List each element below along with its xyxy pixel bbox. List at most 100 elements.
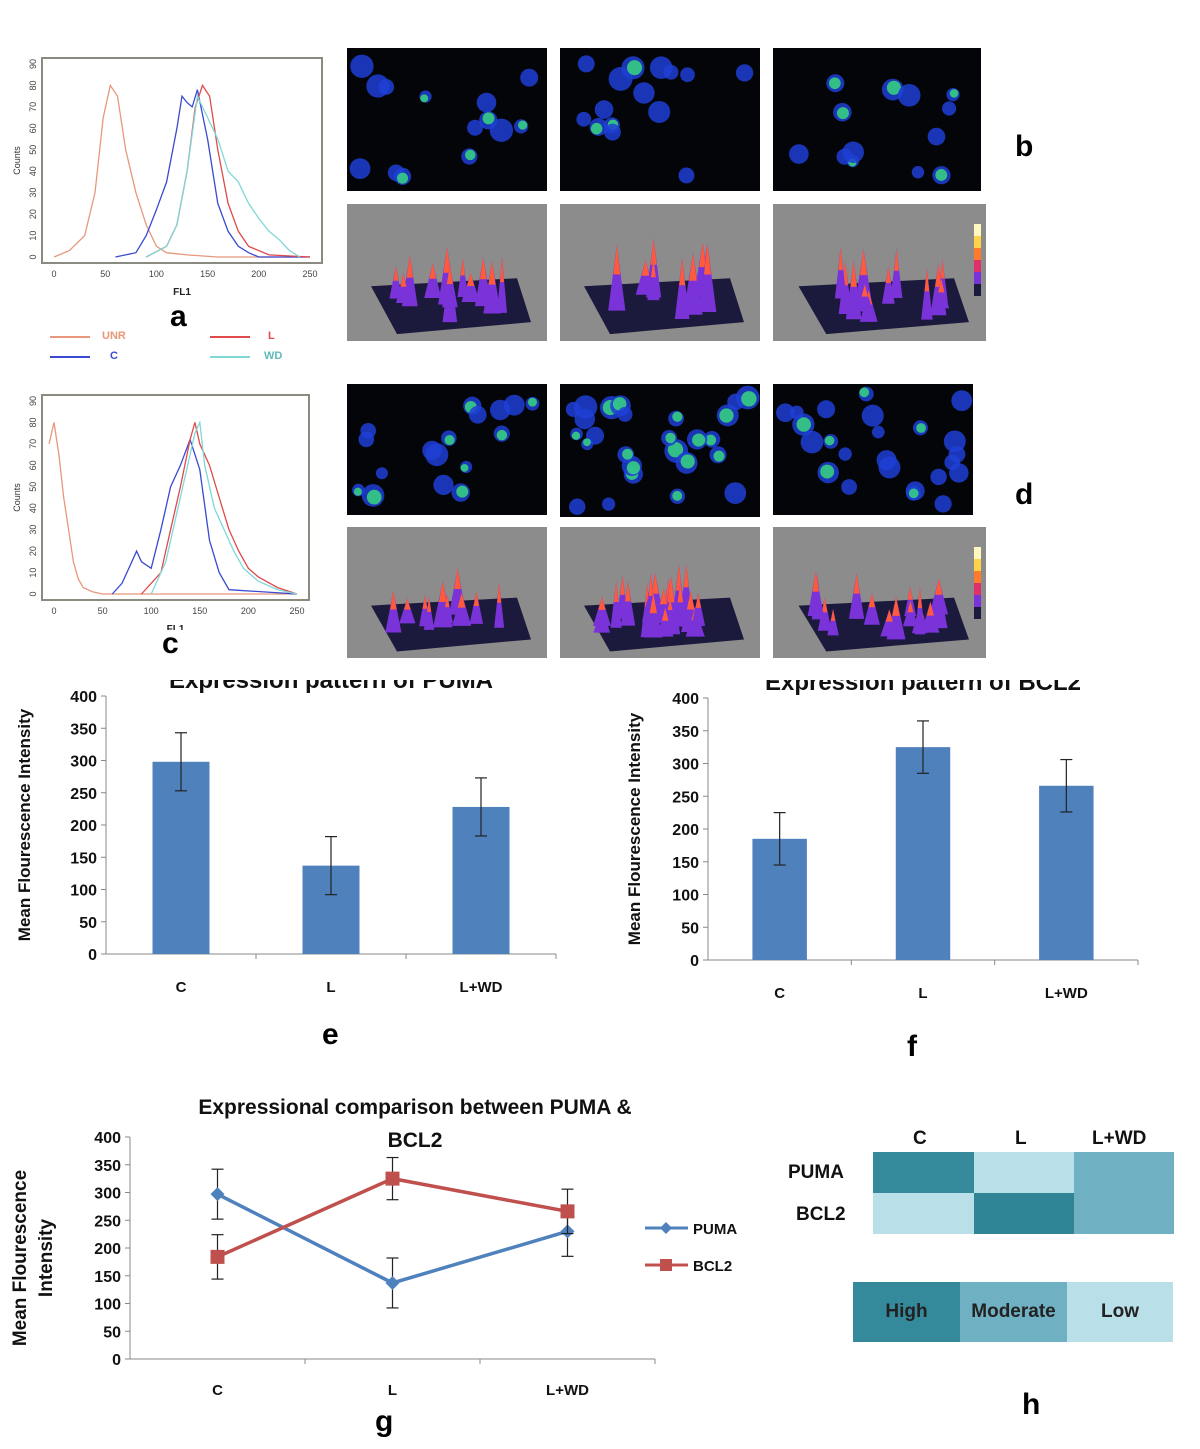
surface-peak	[673, 582, 688, 627]
y-axis-label: Counts	[12, 483, 22, 512]
microscopy-image-b1	[347, 48, 547, 191]
surface-peak	[880, 609, 899, 637]
surface-peak-tip	[445, 594, 450, 608]
cell-signal	[583, 438, 591, 447]
x-tick-label: L+WD	[1045, 985, 1088, 1002]
x-tick-label: 250	[289, 606, 304, 616]
y-tick-label: 300	[94, 1186, 121, 1203]
cell-nucleus	[951, 390, 973, 412]
surface-peak	[834, 246, 847, 299]
surface-plot-d1	[347, 527, 547, 658]
bar-l-wd	[1039, 785, 1094, 960]
cell-nucleus	[617, 406, 633, 422]
cell-signal	[916, 423, 926, 433]
chart-title: Expression pattern of BCL2	[765, 680, 1081, 696]
surface-peak	[921, 601, 940, 633]
cell-signal	[590, 122, 603, 135]
surface-peak-tip	[429, 262, 437, 279]
surface-peak	[442, 265, 458, 308]
surface-peak	[863, 592, 880, 625]
cell-signal	[444, 434, 455, 446]
color-scale-segment	[974, 547, 981, 559]
surface-peak-tip	[935, 263, 942, 287]
surface-peak	[929, 578, 949, 615]
y-tick-label: 300	[70, 754, 97, 771]
cell-signal	[496, 429, 508, 441]
cell-nucleus	[576, 111, 592, 127]
cell-signal	[460, 463, 469, 472]
cell-signal	[935, 169, 948, 181]
heatmap-cell-puma-c	[873, 1152, 974, 1193]
heatmap-row-bcl2: BCL2	[796, 1204, 846, 1225]
cell-signal	[667, 441, 684, 458]
key-moderate: Moderate	[960, 1282, 1067, 1342]
cell-nucleus	[366, 74, 390, 98]
histogram-line-l	[141, 422, 298, 595]
surface-peak	[608, 244, 626, 311]
cell-signal	[828, 77, 841, 90]
y-axis-label-line-1: Mean Flourescence	[10, 1170, 31, 1346]
surface-plot-b1	[347, 204, 547, 341]
legend-label-l: L	[268, 330, 275, 342]
color-scale-segment	[974, 559, 981, 571]
legend-marker-puma	[660, 1222, 672, 1234]
surface-peak	[914, 586, 926, 635]
color-scale-segment	[974, 236, 981, 248]
surface-peak-tip	[649, 593, 657, 614]
surface-peak-tip	[924, 268, 930, 292]
heatmap-cell-bcl2-c	[873, 1193, 974, 1234]
surface-peak-tip	[703, 243, 712, 275]
cell-nucleus	[871, 425, 885, 439]
y-tick-label: 40	[28, 166, 38, 176]
histogram-line-unr	[53, 83, 310, 258]
y-tick-label: 100	[94, 1297, 121, 1314]
surface-peak-tip	[393, 266, 399, 281]
flow-histogram-a: 0 50 100 150 200 250 0 10 20 30 40 50 60 70 80 90 FL1 Cou…	[12, 57, 323, 298]
surface-peak-tip	[812, 571, 819, 592]
surface-peak	[807, 571, 824, 616]
color-scale-segment	[974, 607, 981, 619]
surface-peak-tip	[613, 244, 621, 275]
cell-signal	[713, 450, 725, 462]
surface-peak	[474, 257, 492, 307]
surface-peak-tip	[460, 258, 465, 276]
y-tick-label: 150	[672, 855, 699, 872]
key-high: High	[853, 1282, 960, 1342]
x-tick-label: 200	[251, 269, 266, 279]
surface-peak-tip	[422, 594, 428, 609]
cell-nucleus	[565, 401, 581, 417]
y-tick-label: 90	[28, 396, 38, 406]
surface-peak-tip	[853, 573, 860, 594]
surface-peak-tip	[659, 588, 668, 605]
surface-peak-tip	[454, 568, 462, 589]
y-tick-label: 200	[94, 1241, 121, 1258]
y-tick-label: 10	[28, 568, 38, 578]
y-tick-label: 400	[672, 691, 699, 708]
cell-nucleus	[934, 495, 952, 513]
cell-nucleus	[360, 422, 376, 439]
y-tick-label: 60	[28, 460, 38, 470]
x-tick-label: L+WD	[546, 1382, 589, 1399]
panel-letter-c: c	[162, 627, 179, 660]
y-tick-label: 0	[88, 947, 97, 964]
y-axis-label: Counts	[12, 146, 22, 175]
cell-nucleus	[349, 158, 371, 180]
surface-peak-tip	[679, 257, 686, 286]
color-scale-segment	[974, 260, 981, 272]
cell-nucleus	[911, 166, 925, 179]
x-tick-label: 50	[100, 269, 110, 279]
heatmap-key: High Moderate Low	[853, 1282, 1173, 1342]
surface-peak-tip	[443, 246, 451, 273]
cell-nucleus	[943, 430, 966, 453]
surface-peak	[424, 262, 442, 299]
x-tick-label: 100	[144, 606, 159, 616]
microscopy-image-b2	[560, 48, 760, 191]
color-scale-segment	[974, 272, 981, 284]
surface-peak	[856, 284, 873, 312]
x-tick-label: 150	[200, 269, 215, 279]
x-tick-label: 50	[98, 606, 108, 616]
chart-title-line-1: Expressional comparison between PUMA &	[198, 1096, 631, 1119]
surface-peak-tip	[667, 576, 675, 603]
surface-peak	[494, 582, 505, 628]
x-tick-label: 150	[192, 606, 207, 616]
